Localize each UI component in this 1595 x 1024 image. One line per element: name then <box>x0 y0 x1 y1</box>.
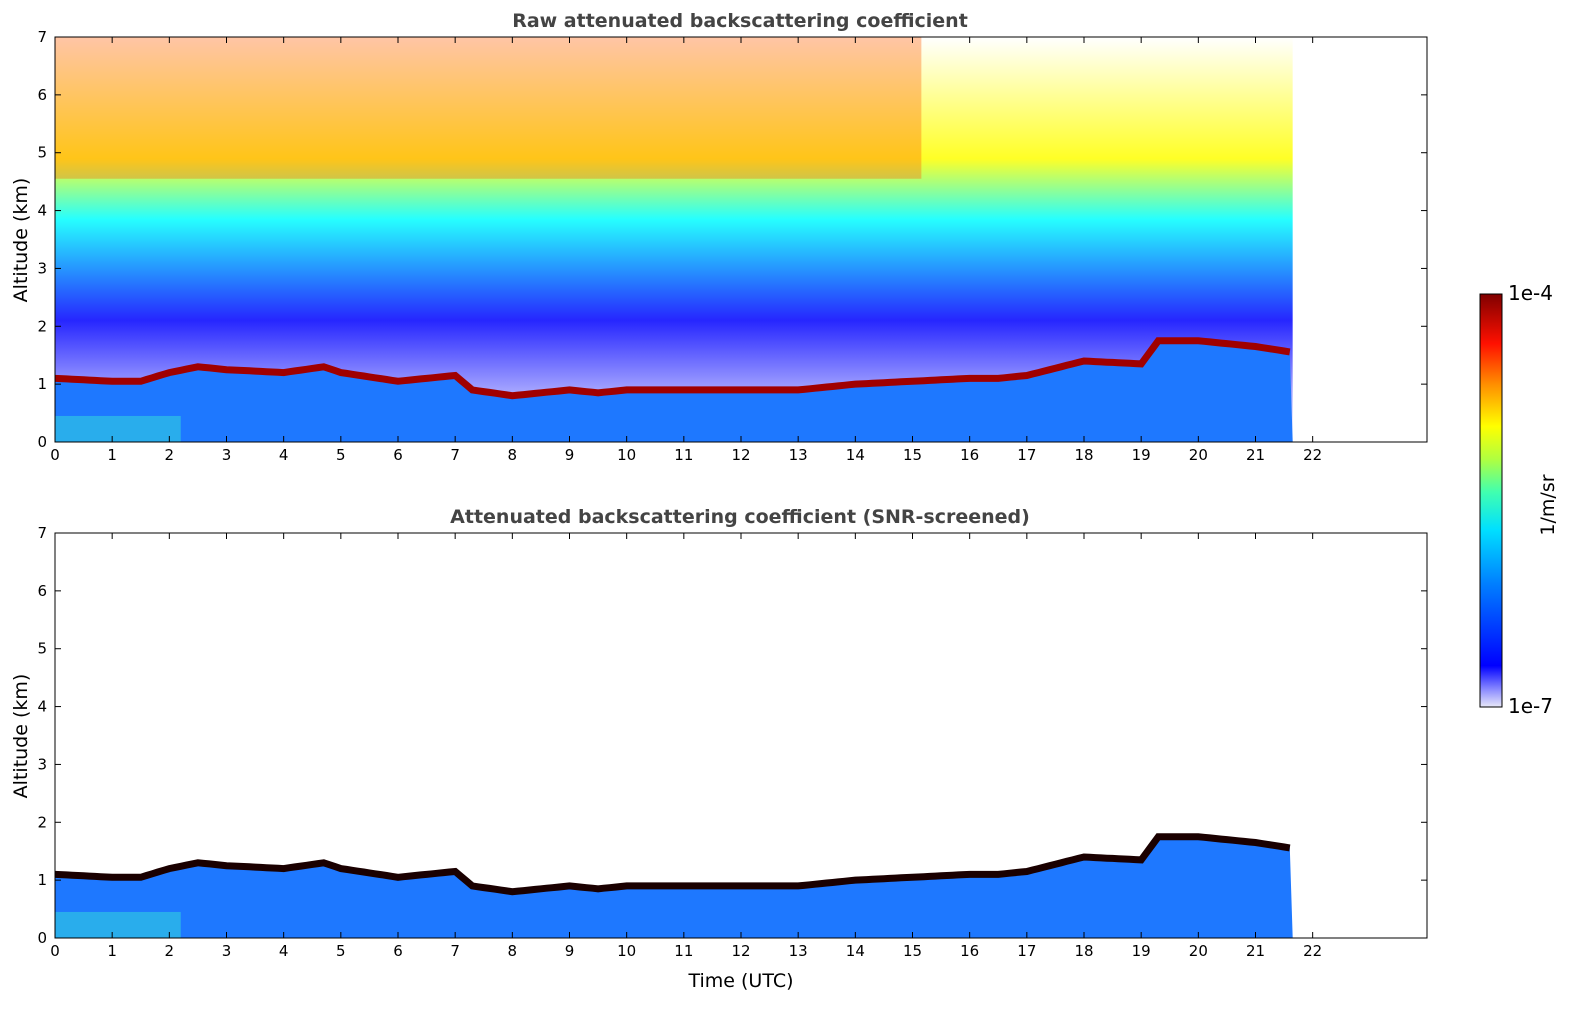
panel-1-noise-field <box>55 37 922 179</box>
x-tick-label: 8 <box>508 942 518 960</box>
y-tick-label: 3 <box>37 259 47 277</box>
y-tick-label: 3 <box>37 755 47 773</box>
panel-2-title: Attenuated backscattering coefficient (S… <box>450 506 1030 528</box>
x-tick-label: 16 <box>960 942 979 960</box>
x-tick-label: 8 <box>508 446 518 464</box>
colorbar-unit-label: 1/m/sr <box>1537 474 1559 535</box>
panel-1-y-axis: 0 1 2 3 4 5 6 7 <box>37 28 1427 451</box>
y-tick-label: 4 <box>37 698 47 716</box>
x-tick-label: 13 <box>789 446 808 464</box>
x-tick-label: 14 <box>846 446 865 464</box>
x-tick-label: 18 <box>1074 446 1093 464</box>
y-tick-label: 1 <box>37 871 47 889</box>
y-tick-label: 7 <box>37 524 47 542</box>
x-tick-label: 15 <box>903 942 922 960</box>
y-tick-label: 1 <box>37 375 47 393</box>
panel-2-ylabel: Altitude (km) <box>10 674 32 799</box>
y-tick-label: 7 <box>37 28 47 46</box>
x-tick-label: 12 <box>731 942 750 960</box>
x-tick-label: 19 <box>1132 942 1151 960</box>
panel-1-title: Raw attenuated backscattering coefficien… <box>512 10 968 32</box>
x-tick-label: 4 <box>279 446 289 464</box>
panel-screened: Attenuated backscattering coefficient (S… <box>10 506 1428 992</box>
panel-1-heatmap <box>54 37 1293 442</box>
panel-1-near-ground-band <box>55 415 181 442</box>
x-tick-label: 16 <box>960 446 979 464</box>
x-tick-label: 14 <box>846 942 865 960</box>
panel-2-heatmap <box>54 833 1293 938</box>
x-tick-label: 9 <box>565 446 575 464</box>
x-tick-label: 18 <box>1074 942 1093 960</box>
x-tick-label: 7 <box>450 942 460 960</box>
x-tick-label: 0 <box>50 446 60 464</box>
x-tick-label: 5 <box>336 446 346 464</box>
y-tick-label: 5 <box>37 640 47 658</box>
x-tick-label: 4 <box>279 942 289 960</box>
x-tick-label: 3 <box>222 446 232 464</box>
panel-2-x-axis: 0 1 2 3 4 5 6 7 8 9 10 11 12 13 14 15 16 17 18 19 20 21 22 <box>50 533 1322 960</box>
x-tick-label: 3 <box>222 942 232 960</box>
x-tick-label: 11 <box>674 942 693 960</box>
x-tick-label: 2 <box>165 942 175 960</box>
y-tick-label: 2 <box>37 317 47 335</box>
y-tick-label: 5 <box>37 144 47 162</box>
x-tick-label: 10 <box>617 942 636 960</box>
panel-2-y-axis: 0 1 2 3 4 5 6 7 <box>37 524 1427 947</box>
x-tick-label: 2 <box>165 446 175 464</box>
colorbar-min-label: 1e-7 <box>1508 694 1553 718</box>
x-tick-label: 6 <box>393 942 403 960</box>
y-tick-label: 4 <box>37 202 47 220</box>
x-tick-label: 15 <box>903 446 922 464</box>
colorbar-ramp <box>1479 293 1503 708</box>
panel-1-layer-top <box>54 337 1291 400</box>
x-tick-label: 22 <box>1303 446 1322 464</box>
x-tick-label: 20 <box>1189 942 1208 960</box>
colorbar-max-label: 1e-4 <box>1508 281 1553 305</box>
x-tick-label: 1 <box>107 446 117 464</box>
x-tick-label: 12 <box>731 446 750 464</box>
x-tick-label: 11 <box>674 446 693 464</box>
panel-2-layer-top <box>54 833 1291 896</box>
x-tick-label: 22 <box>1303 942 1322 960</box>
y-tick-label: 0 <box>37 929 47 947</box>
x-tick-label: 1 <box>107 942 117 960</box>
y-tick-label: 0 <box>37 433 47 451</box>
x-tick-label: 9 <box>565 942 575 960</box>
y-tick-label: 6 <box>37 86 47 104</box>
x-tick-label: 17 <box>1017 446 1036 464</box>
panel-2-xlabel: Time (UTC) <box>687 970 793 992</box>
x-tick-label: 6 <box>393 446 403 464</box>
x-tick-label: 5 <box>336 942 346 960</box>
x-tick-label: 21 <box>1246 942 1265 960</box>
panel-1-ylabel: Altitude (km) <box>10 178 32 303</box>
x-tick-label: 21 <box>1246 446 1265 464</box>
x-tick-label: 13 <box>789 942 808 960</box>
y-tick-label: 6 <box>37 582 47 600</box>
x-tick-label: 10 <box>617 446 636 464</box>
x-tick-label: 17 <box>1017 942 1036 960</box>
colorbar: 1e-4 1e-7 1/m/sr <box>1479 281 1559 718</box>
x-tick-label: 0 <box>50 942 60 960</box>
y-tick-label: 2 <box>37 813 47 831</box>
x-tick-label: 19 <box>1132 446 1151 464</box>
panel-1-x-axis: 0 1 2 3 4 5 6 7 8 9 10 11 12 13 14 15 16 17 18 19 20 21 22 <box>50 37 1322 464</box>
panel-2-near-ground-band <box>55 911 181 938</box>
panel-raw: Raw attenuated backscattering coefficien… <box>10 10 1428 464</box>
x-tick-label: 20 <box>1189 446 1208 464</box>
x-tick-label: 7 <box>450 446 460 464</box>
